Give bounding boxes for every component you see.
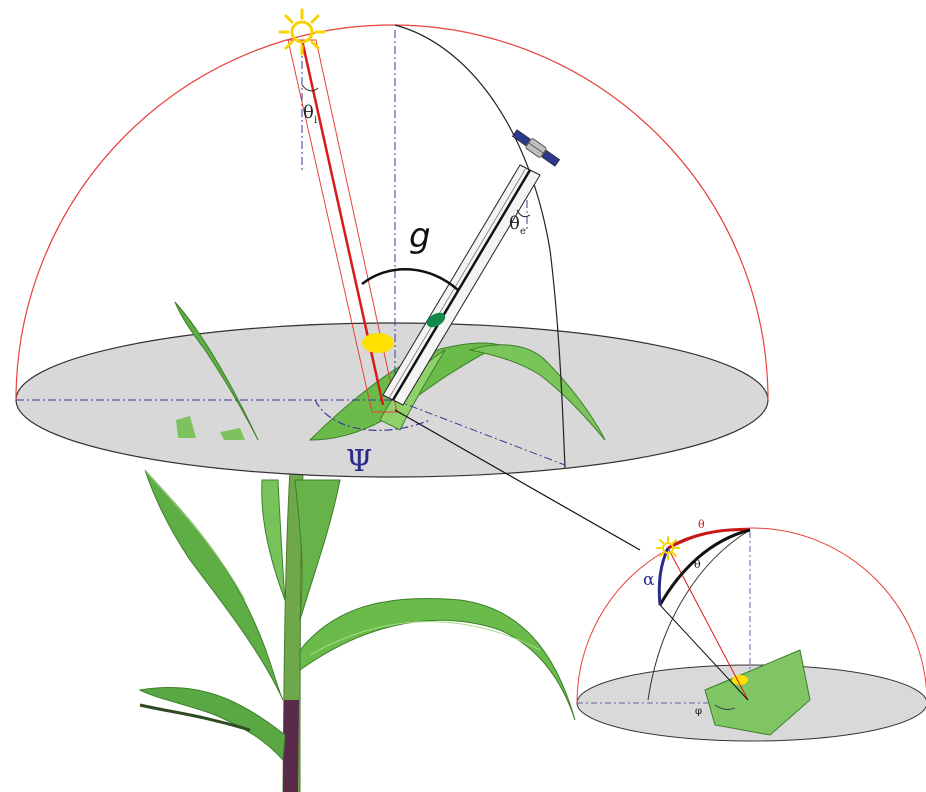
view-hemisphere — [15, 24, 769, 469]
sun-spot — [362, 333, 394, 353]
inset-connector-line — [394, 409, 641, 551]
label-theta-view: θ — [509, 213, 520, 234]
sun-icon — [278, 8, 326, 56]
inset-label-theta-black: θ — [694, 558, 701, 571]
sensor-spot — [426, 312, 446, 328]
label-azimuth: Ψ — [346, 444, 372, 479]
inset-sun-icon — [656, 536, 680, 560]
inset-label-theta-red: θ — [698, 518, 705, 531]
label-theta-sun-sub: i — [314, 115, 317, 126]
label-theta-sun: θ — [303, 102, 314, 123]
maize-plant-illustration — [138, 469, 576, 792]
inset-label-phi: φ — [695, 706, 702, 717]
viewing-beam — [382, 164, 541, 406]
satellite-icon — [511, 129, 561, 167]
inset-diagram — [576, 527, 926, 742]
label-theta-view-sub: e — [520, 226, 526, 237]
inset-label-alpha: α — [643, 570, 655, 590]
label-phase-angle: g — [409, 216, 431, 256]
phase-angle-arc — [361, 267, 459, 291]
